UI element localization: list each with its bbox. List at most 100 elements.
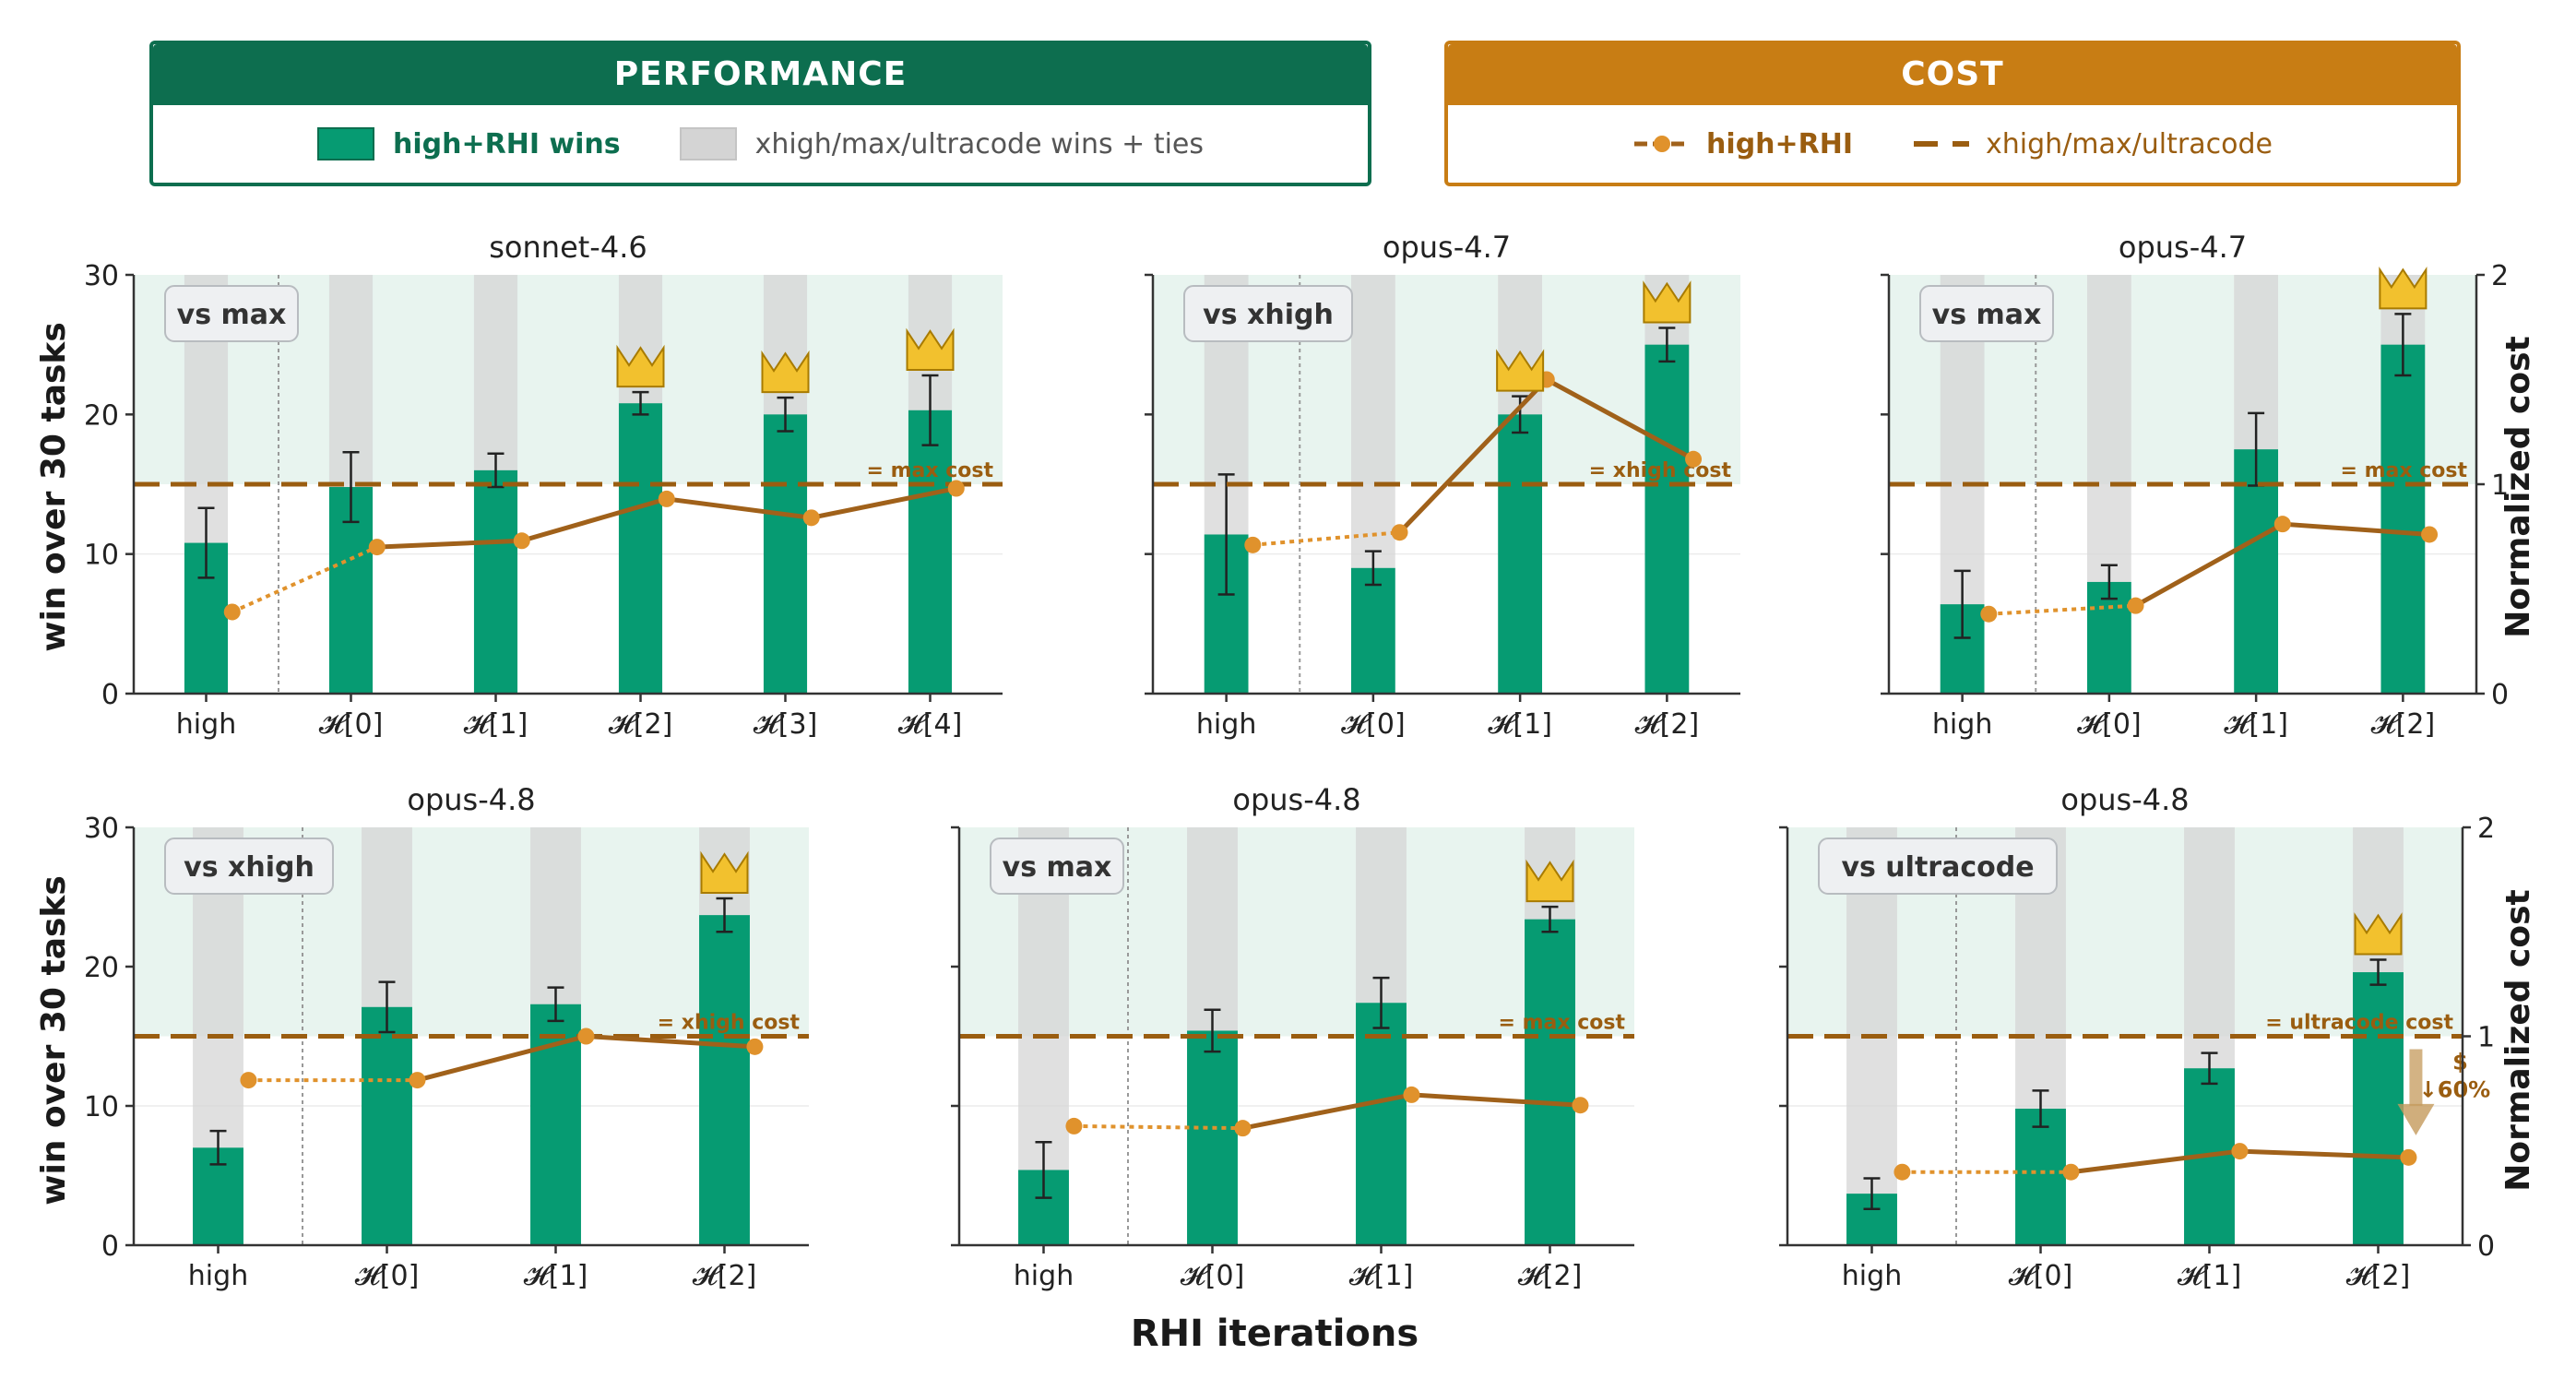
badge-box-4 bbox=[990, 838, 1124, 895]
cost-point-4-0 bbox=[1065, 1117, 1083, 1135]
y-axis-label-left-bottom: win over 30 tasks bbox=[35, 875, 73, 1206]
legend-item-baseline-wins: xhigh/max/ultracode wins + ties bbox=[679, 127, 1204, 160]
x-tick-label-1-3: 𝓗[2] bbox=[1635, 708, 1700, 741]
badge-label-0: vs max bbox=[177, 299, 287, 331]
x-tick-label-0-2: 𝓗[1] bbox=[464, 708, 528, 741]
x-tick-label-5-3: 𝓗[2] bbox=[2346, 1260, 2411, 1292]
cost-point-5-2 bbox=[2231, 1143, 2249, 1160]
crown-icon-5-3 bbox=[2354, 912, 2403, 956]
cost-legend-entries: high+RHI xhigh/max/ultracode bbox=[1448, 105, 2457, 183]
legend-swatch-rhi-wins bbox=[317, 127, 374, 160]
x-tick-label-4-3: 𝓗[2] bbox=[1518, 1260, 1583, 1292]
performance-legend-entries: high+RHI wins xhigh/max/ultracode wins +… bbox=[153, 105, 1368, 183]
cost-point-3-2 bbox=[577, 1028, 595, 1045]
win-bar-0-2 bbox=[473, 469, 518, 694]
legend-label-rhi-wins: high+RHI wins bbox=[393, 127, 621, 160]
ref-cost-label-0: = max cost bbox=[867, 459, 994, 482]
x-tick-label-0-3: 𝓗[2] bbox=[609, 708, 673, 741]
x-tick-label-4-2: 𝓗[1] bbox=[1349, 1260, 1414, 1292]
x-tick-label-3-0: high bbox=[188, 1260, 248, 1292]
x-tick-label-0-4: 𝓗[3] bbox=[754, 708, 818, 741]
x-tick-label-2-3: 𝓗[2] bbox=[2371, 708, 2436, 741]
crown-icon-0-3 bbox=[616, 344, 665, 388]
cost-point-0-4 bbox=[802, 509, 820, 527]
chart-panel-1: = xhigh cost high 𝓗[0] 𝓗[1] 𝓗[2] opus-4.7 vs x… bbox=[1145, 230, 1740, 741]
y-tick-label-3-2: 20 bbox=[84, 952, 119, 984]
chart-panel-4: = max cost high 𝓗[0] 𝓗[1] 𝓗[2] opus-4.8 vs max bbox=[951, 782, 1634, 1292]
x-tick-label-1-2: 𝓗[1] bbox=[1488, 708, 1552, 741]
chart-panel-5: = ultracode cost $↓60% 0 1 2 high 𝓗[0] 𝓗[1] 𝓗[2]… bbox=[1779, 782, 2495, 1292]
cost-line-dotted-2 bbox=[1988, 603, 2136, 616]
ref-cost-label-4: = max cost bbox=[1499, 1012, 1626, 1035]
win-bar-1-3 bbox=[1644, 344, 1690, 694]
x-tick-label-3-3: 𝓗[2] bbox=[693, 1260, 757, 1292]
win-bar-3-1 bbox=[362, 1006, 412, 1245]
cost-point-1-0 bbox=[1244, 536, 1262, 553]
cost-point-3-1 bbox=[409, 1072, 426, 1089]
cost-tick-label-5-2: 2 bbox=[2477, 813, 2495, 845]
x-tick-label-3-1: 𝓗[0] bbox=[355, 1260, 420, 1292]
y-tick-label-0-2: 20 bbox=[84, 399, 119, 432]
cost-point-4-1 bbox=[1234, 1120, 1252, 1137]
crown-icon-1-2 bbox=[1496, 349, 1545, 392]
legend-label-rhi-cost: high+RHI bbox=[1706, 127, 1854, 160]
panel-title-2: opus-4.7 bbox=[2119, 230, 2247, 265]
cost-legend-title: COST bbox=[1448, 44, 2457, 105]
win-bar-2-2 bbox=[2234, 449, 2279, 694]
ref-cost-label-5: = ultracode cost bbox=[2265, 1012, 2453, 1035]
win-bar-2-1 bbox=[2086, 581, 2131, 694]
crown-icon-3-3 bbox=[700, 850, 749, 895]
win-bar-3-3 bbox=[699, 915, 750, 1245]
x-tick-label-0-1: 𝓗[0] bbox=[319, 708, 384, 741]
y-tick-label-3-3: 30 bbox=[84, 813, 119, 845]
win-bar-0-4 bbox=[763, 414, 808, 694]
crown-icon-0-4 bbox=[761, 350, 810, 394]
cost-point-1-3 bbox=[1685, 450, 1703, 468]
cost-point-2-3 bbox=[2421, 526, 2439, 543]
crown-icon-0-5 bbox=[906, 327, 955, 371]
badge-box-1 bbox=[1183, 285, 1353, 342]
saving-arrow-shaft-5 bbox=[2409, 1049, 2423, 1106]
saving-annotation-percent-5: ↓60% bbox=[2419, 1077, 2491, 1103]
cost-point-5-3 bbox=[2400, 1148, 2417, 1166]
win-bar-4-1 bbox=[1187, 1030, 1238, 1245]
win-bar-2-3 bbox=[2380, 344, 2426, 694]
down-arrow-icon-5 bbox=[2397, 1103, 2435, 1135]
win-bar-0-3 bbox=[618, 403, 663, 694]
cost-point-5-1 bbox=[2062, 1163, 2080, 1181]
crown-icon-1-3 bbox=[1643, 280, 1692, 324]
y-tick-label-0-1: 10 bbox=[84, 540, 119, 572]
chart-panel-0: = max cost 0 10 20 30 high 𝓗[0] 𝓗[1] 𝓗[2] 𝓗[3] 𝓗[4… bbox=[84, 230, 1003, 741]
cost-tick-label-2-2: 2 bbox=[2491, 260, 2509, 292]
cost-point-2-1 bbox=[2127, 597, 2144, 614]
badge-box-0 bbox=[164, 285, 299, 342]
cost-point-5-0 bbox=[1893, 1163, 1911, 1181]
performance-legend-title: PERFORMANCE bbox=[153, 44, 1368, 105]
badge-label-4: vs max bbox=[1003, 851, 1112, 884]
win-bar-0-5 bbox=[908, 410, 953, 694]
cost-point-4-3 bbox=[1572, 1097, 1589, 1114]
legend-dashed-line-icon bbox=[1914, 141, 1970, 147]
saving-annotation-symbol-5: $ bbox=[2452, 1050, 2468, 1075]
x-tick-label-5-0: high bbox=[1842, 1260, 1902, 1292]
x-tick-label-4-0: high bbox=[1014, 1260, 1074, 1292]
crown-icon-4-3 bbox=[1525, 859, 1574, 903]
x-tick-label-4-1: 𝓗[0] bbox=[1181, 1260, 1245, 1292]
x-tick-label-1-1: 𝓗[0] bbox=[1341, 708, 1406, 741]
cost-point-3-0 bbox=[240, 1072, 257, 1089]
crown-icon-2-3 bbox=[2379, 267, 2428, 310]
legend-label-baseline-cost: xhigh/max/ultracode bbox=[1986, 127, 2273, 160]
badge-box-3 bbox=[164, 838, 334, 895]
y-tick-label-3-0: 0 bbox=[101, 1230, 119, 1263]
x-tick-label-5-2: 𝓗[1] bbox=[2178, 1260, 2242, 1292]
win-bar-4-2 bbox=[1356, 1003, 1407, 1245]
y-tick-label-3-1: 10 bbox=[84, 1091, 119, 1123]
chart-panel-2: = max cost 0 1 2 high 𝓗[0] 𝓗[1] 𝓗[2] opus-4.7 vs … bbox=[1881, 230, 2509, 741]
cost-point-0-1 bbox=[368, 539, 386, 556]
badge-label-3: vs xhigh bbox=[184, 851, 315, 884]
cost-point-0-3 bbox=[658, 490, 675, 507]
y-axis-label-right-bottom: Normalized cost bbox=[2499, 889, 2537, 1191]
win-bar-5-1 bbox=[2015, 1109, 2066, 1245]
